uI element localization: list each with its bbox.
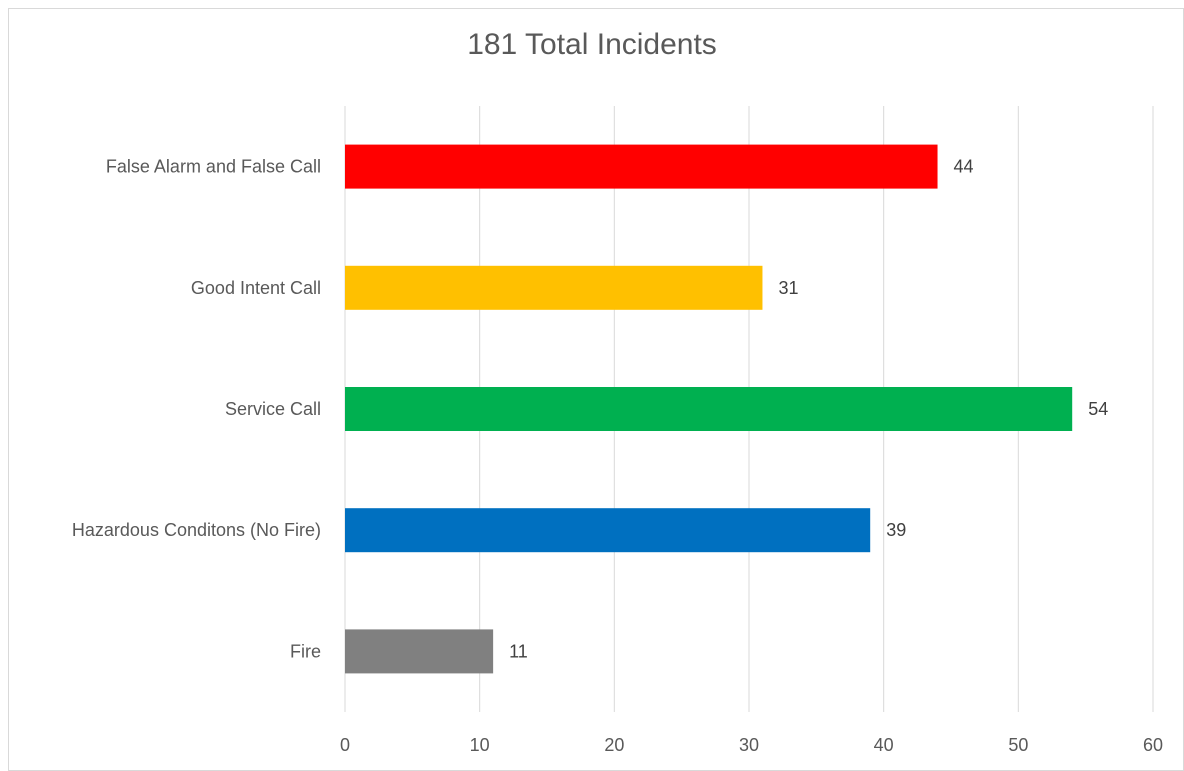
category-label: False Alarm and False Call [106,157,321,177]
category-label: Hazardous Conditons (No Fire) [72,520,321,540]
x-tick-label: 60 [1143,735,1163,755]
data-label: 54 [1088,399,1108,419]
bar [345,508,871,553]
bar [345,144,938,189]
x-tick-label: 20 [604,735,624,755]
x-tick-label: 0 [340,735,350,755]
category-label: Service Call [225,399,321,419]
x-tick-label: 50 [1008,735,1028,755]
bar [345,387,1073,431]
category-label: Good Intent Call [191,278,321,298]
x-tick-label: 40 [874,735,894,755]
data-label: 31 [778,278,798,298]
x-tick-label: 30 [739,735,759,755]
x-tick-label: 10 [470,735,490,755]
bar [345,265,763,310]
data-label: 44 [954,157,974,177]
data-label: 39 [886,520,906,540]
category-label: Fire [290,641,321,661]
data-label: 11 [509,641,528,661]
bar [345,629,494,674]
chart-title: 181 Total Incidents [467,28,717,61]
